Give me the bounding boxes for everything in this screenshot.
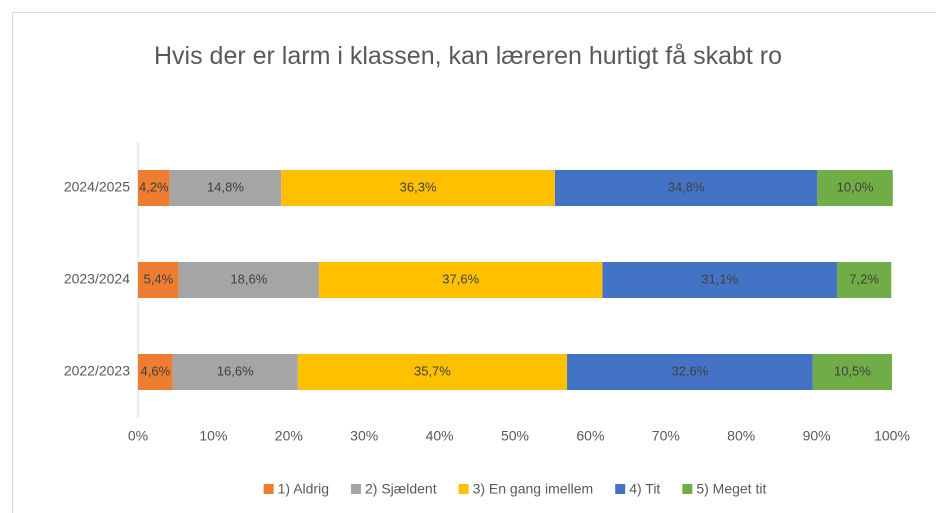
y-tick-label: 2023/2024 <box>64 271 130 287</box>
legend-label: 5) Meget tit <box>696 481 766 497</box>
data-label: 5,4% <box>144 271 174 286</box>
data-label: 10,0% <box>837 179 874 194</box>
bar-segment <box>836 262 892 298</box>
x-tick-label: 30% <box>350 428 378 444</box>
x-tick-label: 0% <box>128 428 148 444</box>
data-label: 37,6% <box>442 271 479 286</box>
legend-swatch <box>350 484 361 494</box>
y-tick-label: 2024/2025 <box>64 179 130 195</box>
bar-segment <box>318 262 603 298</box>
data-label: 36,3% <box>400 179 437 194</box>
legend-swatch <box>458 484 469 494</box>
bar-segment <box>178 262 319 298</box>
legend-swatch <box>263 484 274 494</box>
legend-label: 3) En gang imellem <box>473 481 594 497</box>
legend-label: 2) Sjældent <box>365 481 437 497</box>
data-label: 16,6% <box>217 363 254 378</box>
data-label: 4,2% <box>139 179 169 194</box>
x-tick-label: 50% <box>501 428 529 444</box>
legend-swatch <box>615 484 626 494</box>
bar-segment <box>138 170 170 206</box>
x-tick-label: 80% <box>727 428 755 444</box>
bar-segment <box>281 170 555 206</box>
chart-border <box>12 12 936 513</box>
bar-segment <box>169 170 282 206</box>
legend-label: 4) Tit <box>629 481 660 497</box>
x-tick-label: 90% <box>803 428 831 444</box>
x-tick-label: 20% <box>275 428 303 444</box>
data-label: 35,7% <box>414 363 451 378</box>
legend-label: 1) Aldrig <box>278 481 329 497</box>
y-tick-label: 2022/2023 <box>64 363 130 379</box>
bar-segment <box>172 354 298 390</box>
bar-segment <box>602 262 837 298</box>
bar-segment <box>567 354 813 390</box>
data-label: 32,6% <box>671 363 708 378</box>
bar-segment <box>138 354 173 390</box>
x-tick-label: 70% <box>652 428 680 444</box>
x-tick-label: 100% <box>874 428 910 444</box>
bar-segment <box>138 262 179 298</box>
x-tick-label: 10% <box>199 428 227 444</box>
data-label: 14,8% <box>207 179 244 194</box>
x-tick-label: 40% <box>426 428 454 444</box>
legend-swatch <box>682 484 693 494</box>
data-label: 31,1% <box>701 271 738 286</box>
chart-title: Hvis der er larm i klassen, kan læreren … <box>153 42 782 70</box>
data-label: 34,8% <box>668 179 705 194</box>
bar-segment <box>817 170 893 206</box>
data-label: 7,2% <box>849 271 879 286</box>
data-label: 18,6% <box>230 271 267 286</box>
bar-segment <box>554 170 818 206</box>
bar-segment <box>297 354 568 390</box>
x-tick-label: 60% <box>576 428 604 444</box>
data-label: 10,5% <box>834 363 871 378</box>
bar-segment <box>812 354 892 390</box>
data-label: 4,6% <box>141 363 171 378</box>
